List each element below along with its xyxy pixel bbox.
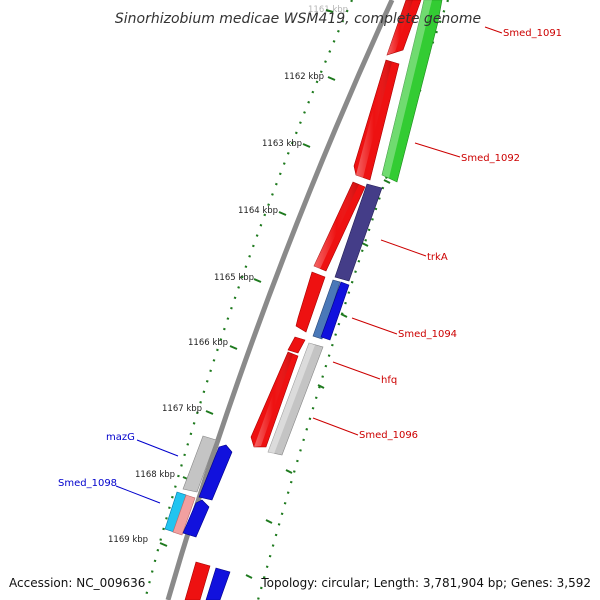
gene-label-mazg[interactable]: mazG [106, 432, 135, 443]
gene-label-smed-1092[interactable]: Smed_1092 [461, 153, 520, 164]
gene-steel[interactable] [312, 279, 341, 340]
gene-gray[interactable] [267, 342, 324, 456]
topology-text: Topology: circular; Length: 3,781,904 bp… [260, 576, 591, 590]
gene-red[interactable] [184, 561, 211, 600]
label-leaders [115, 26, 503, 504]
tick-label: 1165 kbp [214, 273, 254, 283]
leader-line [484, 26, 503, 34]
gene-pink[interactable] [172, 494, 196, 536]
accession-text: Accession: NC_009636 [9, 576, 145, 590]
gene-red-highlight [314, 182, 359, 269]
tick-mark [253, 278, 262, 283]
tick-mark [278, 211, 287, 216]
gene-label-trka[interactable]: trkA [427, 252, 448, 263]
gene-green[interactable] [381, 0, 443, 183]
tick-mark [265, 519, 273, 524]
tick-label: 1163 kbp [262, 139, 302, 149]
tick-mark [159, 542, 168, 547]
gene-blue[interactable] [198, 444, 233, 501]
gene-gray-highlight [268, 343, 315, 454]
tick-mark [383, 179, 391, 184]
gene-label-smed-1091[interactable]: Smed_1091 [503, 28, 562, 39]
gene-labels: Smed_1091 Smed_1092 trkA Smed_1094 hfq S… [58, 28, 562, 489]
gene-red-highlight [387, 0, 413, 55]
tick-label: 1167 kbp [162, 404, 202, 414]
gene-red-highlight [356, 60, 392, 178]
tick-mark [361, 242, 369, 247]
scale-labels: 1161 kbp 1162 kbp 1163 kbp 1164 kbp 1165… [108, 5, 348, 545]
leader-line [332, 361, 381, 380]
tick-label: 1162 kbp [284, 72, 324, 82]
gene-red[interactable] [295, 271, 326, 333]
leader-line [136, 439, 179, 457]
gene-gray[interactable] [182, 435, 217, 493]
leader-line [414, 142, 461, 158]
gene-navy[interactable] [334, 183, 383, 282]
map-title: Sinorhizobium medicae WSM419, complete g… [115, 11, 481, 27]
tick-mark [302, 143, 311, 148]
gene-label-smed-1096[interactable]: Smed_1096 [359, 430, 418, 441]
tick-label: 1169 kbp [108, 535, 148, 545]
tick-mark [327, 76, 336, 81]
leader-line [115, 485, 161, 504]
leader-line [312, 417, 359, 436]
tick-label: 1168 kbp [135, 470, 175, 480]
gene-label-smed-1094[interactable]: Smed_1094 [398, 329, 457, 340]
tick-mark [245, 574, 253, 579]
outer-strand-genes [205, 0, 443, 600]
tick-mark [340, 313, 348, 318]
tick-label: 1161 kbp [308, 5, 348, 15]
tick-mark [325, 9, 334, 13]
gene-label-smed-1098[interactable]: Smed_1098 [58, 478, 117, 489]
gene-red-highlight [254, 352, 293, 447]
gene-red[interactable] [287, 336, 306, 354]
gene-blue[interactable] [182, 499, 210, 538]
left-cluster-genes [164, 435, 233, 538]
inner-strand-genes [184, 0, 422, 600]
gene-green-highlight [382, 0, 432, 178]
leader-line [351, 317, 398, 335]
tick-mark [205, 410, 214, 415]
gene-label-hfq[interactable]: hfq [381, 375, 397, 386]
leader-line [380, 239, 427, 257]
tick-label: 1166 kbp [188, 338, 228, 348]
tick-mark [285, 469, 293, 474]
tick-mark [317, 384, 325, 389]
gene-blue[interactable] [320, 281, 350, 341]
gene-blue[interactable] [205, 567, 231, 600]
tick-mark [229, 345, 238, 350]
tick-label: 1164 kbp [238, 206, 278, 216]
